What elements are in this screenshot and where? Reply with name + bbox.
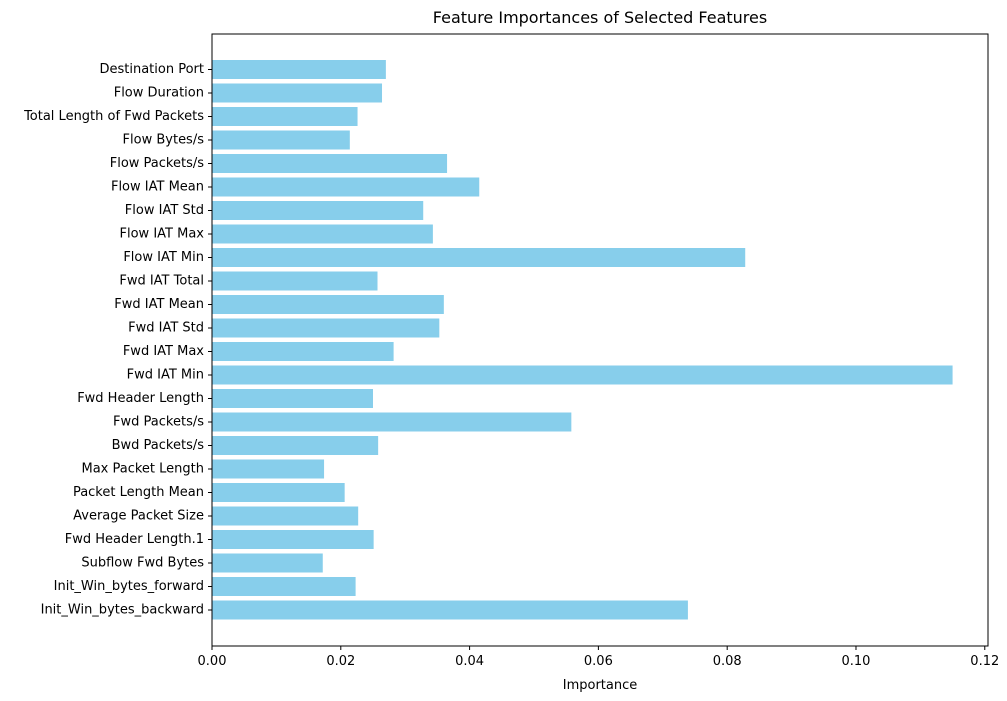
y-tick-label: Fwd IAT Mean [114,297,204,312]
y-tick-label: Flow IAT Std [125,203,204,218]
y-tick-label: Subflow Fwd Bytes [81,556,204,571]
bar [212,553,323,573]
bar [212,436,379,455]
bar [212,318,440,338]
y-tick-label: Flow Duration [114,86,204,101]
y-tick-label: Fwd Header Length.1 [65,532,204,547]
x-tick-label: 0.06 [584,654,613,669]
x-axis-ticks: 0.00 0.02 0.04 0.06 0.08 0.10 0.12 [198,646,999,669]
bar [212,530,374,549]
bar [212,107,358,126]
y-tick-label: Flow IAT Max [120,227,205,242]
bar [212,600,688,620]
bar [212,83,383,103]
bar [212,483,345,502]
bar [212,271,378,291]
y-tick-label: Fwd IAT Std [128,321,204,336]
y-tick-label: Fwd IAT Min [127,368,204,383]
y-tick-marks [208,69,212,611]
y-tick-label: Total Length of Fwd Packets [23,109,204,124]
bar [212,389,373,408]
chart-title: Feature Importances of Selected Features [433,8,767,27]
bar [212,459,325,479]
bar [212,201,424,220]
y-tick-labels: Destination Port Flow Duration Total Lengt… [23,62,204,618]
x-tick-label: 0.12 [970,654,999,669]
bar [212,60,386,79]
y-tick-label: Packet Length Mean [73,485,204,500]
bar [212,506,359,526]
y-tick-label: Flow Bytes/s [123,133,205,148]
y-tick-label: Average Packet Size [73,509,204,524]
x-tick-label: 0.04 [455,654,484,669]
y-tick-label: Flow IAT Mean [111,180,204,195]
bar [212,412,572,432]
bar [212,295,444,314]
plot-frame [211,33,989,647]
y-tick-label: Flow IAT Min [123,250,204,265]
x-tick-label: 0.10 [842,654,871,669]
y-tick-label: Fwd IAT Total [119,274,204,289]
y-tick-label: Bwd Packets/s [112,438,205,453]
y-tick-label: Fwd Header Length [77,391,204,406]
y-tick-label: Flow Packets/s [110,156,204,171]
bar [212,248,746,267]
bars-layer [212,60,953,620]
y-tick-label: Max Packet Length [81,462,204,477]
bar [212,224,433,244]
x-tick-label: 0.00 [198,654,227,669]
y-tick-label: Fwd IAT Max [123,344,204,359]
bar [212,342,394,361]
x-tick-label: 0.08 [713,654,742,669]
y-tick-label: Init_Win_bytes_forward [54,579,204,594]
bar [212,365,953,385]
y-tick-label: Init_Win_bytes_backward [41,603,204,618]
bar [212,154,448,173]
x-axis-label: Importance [563,678,638,693]
bar [212,577,356,596]
bar [212,177,480,197]
y-tick-label: Destination Port [99,62,204,77]
bar [212,130,350,150]
x-tick-label: 0.02 [326,654,355,669]
y-tick-label: Fwd Packets/s [113,415,204,430]
